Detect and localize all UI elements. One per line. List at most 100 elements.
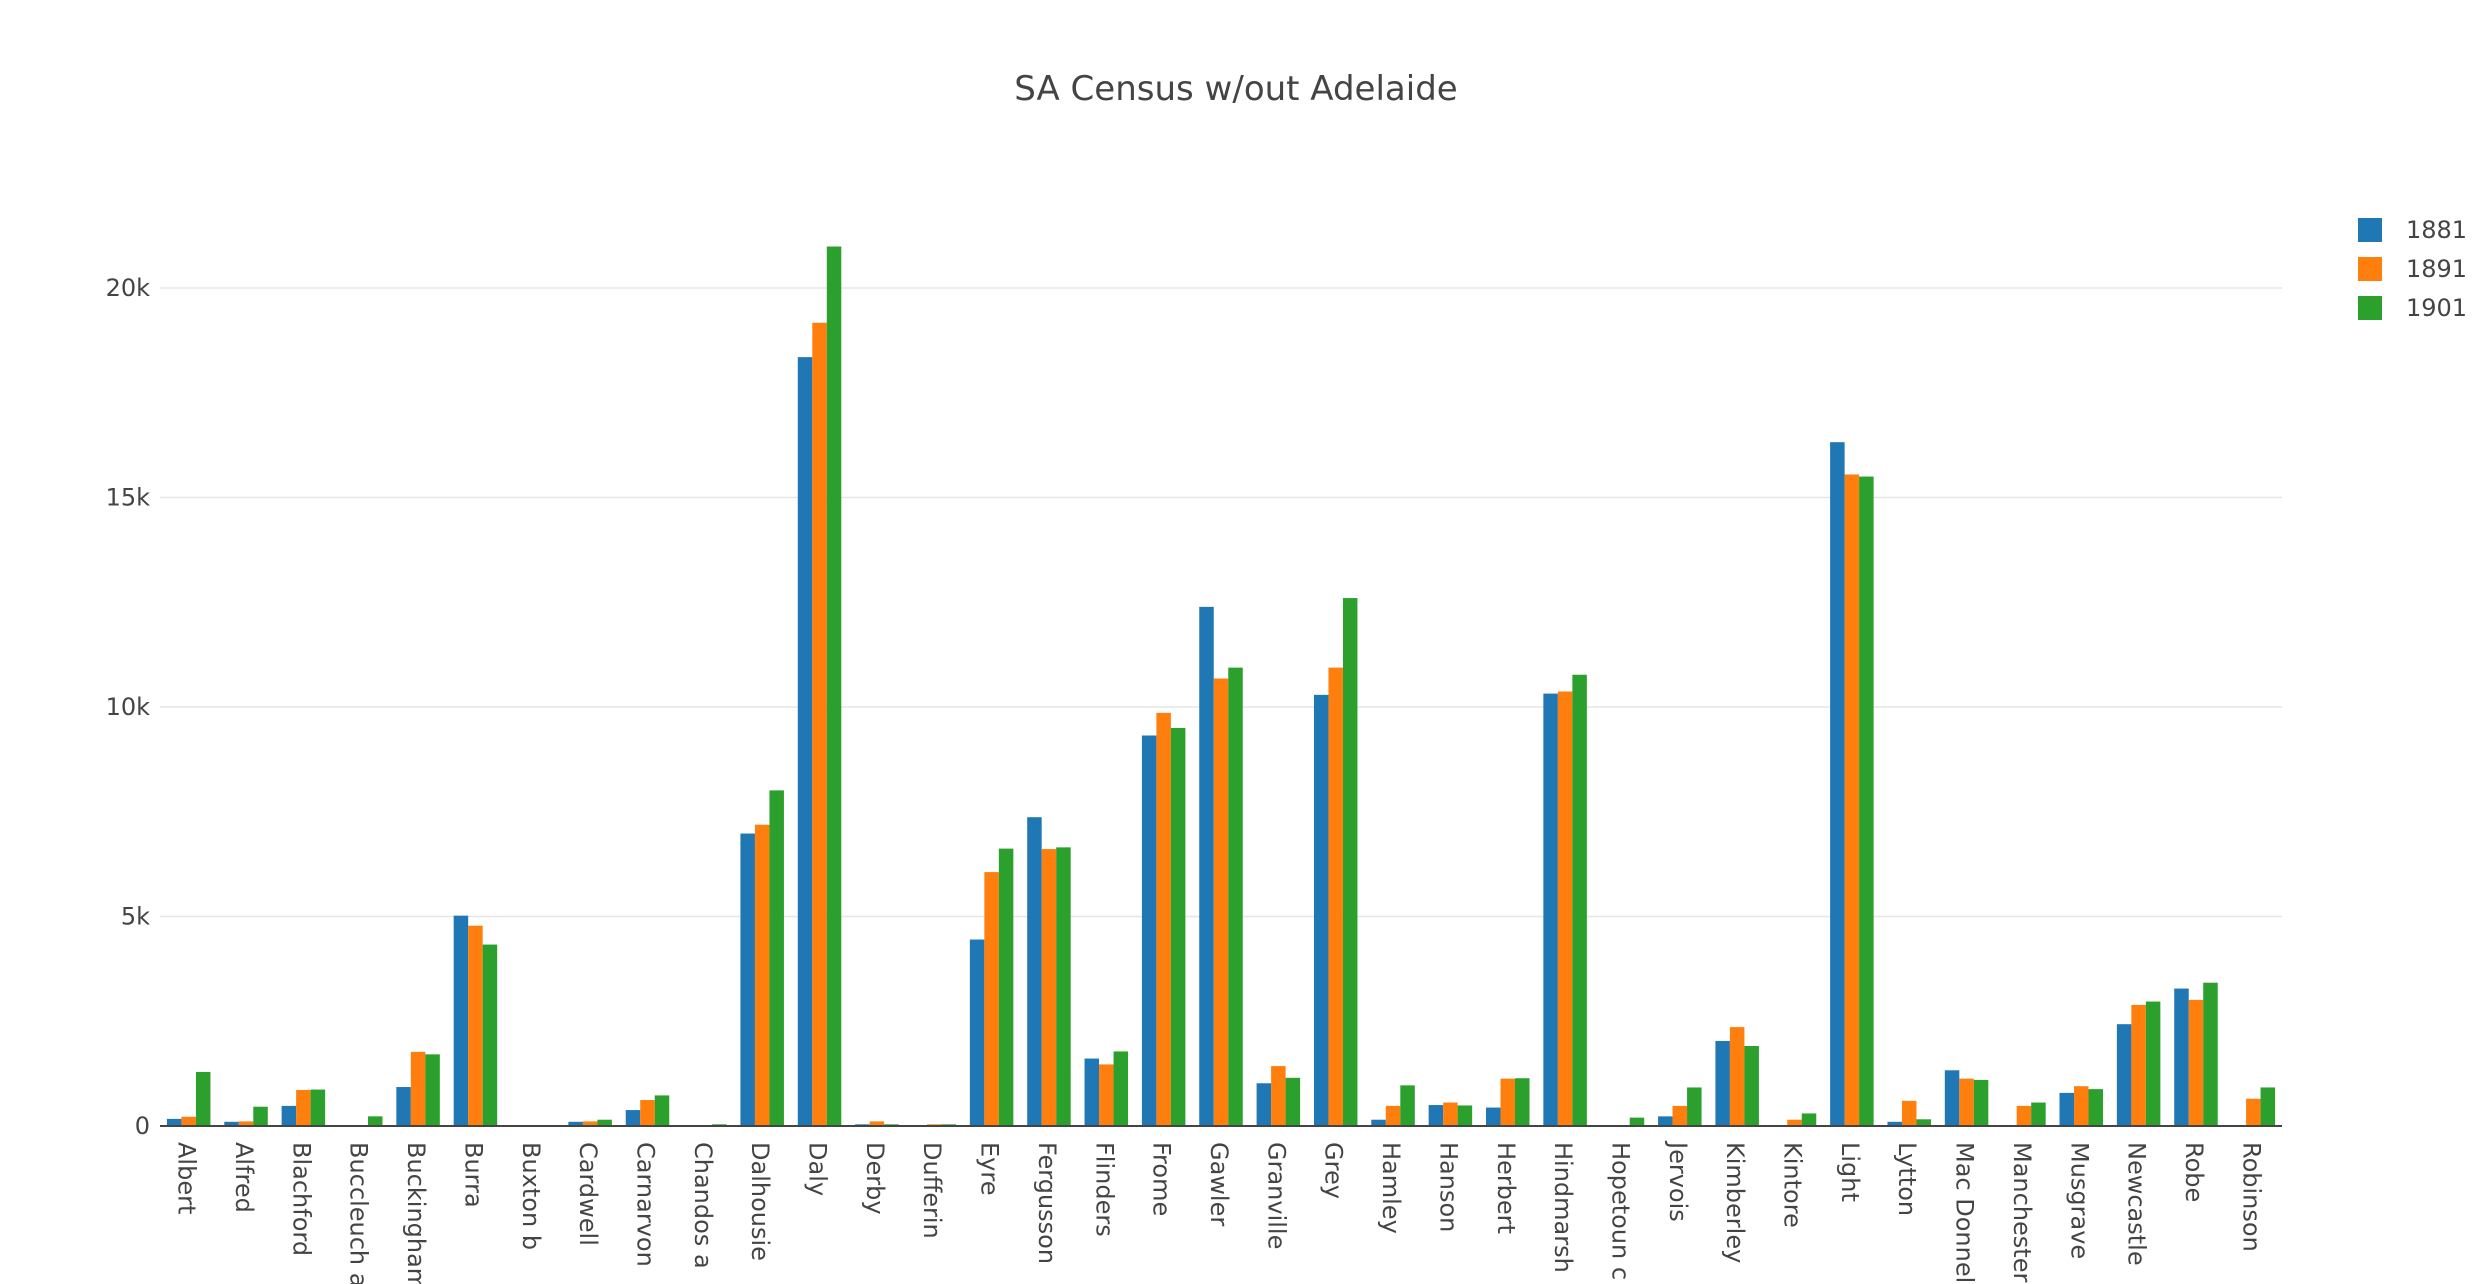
bar-1891-derby[interactable] — [869, 1121, 885, 1126]
legend-label-1901[interactable]: 1901 — [2406, 294, 2467, 322]
bar-1901-mac-donnell[interactable] — [1973, 1079, 1989, 1126]
bar-1881-frome[interactable] — [1141, 735, 1157, 1126]
bar-1891-cardwell[interactable] — [582, 1121, 598, 1126]
bar-1881-robe[interactable] — [2174, 988, 2189, 1126]
bar-1891-jervois[interactable] — [1672, 1105, 1688, 1126]
bar-1891-herbert[interactable] — [1500, 1078, 1516, 1126]
legend-label-1891[interactable]: 1891 — [2406, 255, 2467, 283]
bar-1891-daly[interactable] — [812, 322, 827, 1127]
bar-1891-frome[interactable] — [1156, 712, 1171, 1126]
bar-1881-kimberley[interactable] — [1715, 1040, 1730, 1126]
bar-1891-granville[interactable] — [1271, 1066, 1286, 1126]
bar-1881-mac-donnell[interactable] — [1944, 1070, 1960, 1126]
bar-1881-herbert[interactable] — [1486, 1107, 1501, 1126]
bar-1881-lytton[interactable] — [1887, 1121, 1902, 1126]
bar-1901-manchester[interactable] — [2031, 1102, 2046, 1126]
bar-1891-albert[interactable] — [181, 1116, 196, 1126]
bar-1891-gawler[interactable] — [1213, 678, 1229, 1126]
bar-1881-light[interactable] — [1830, 442, 1845, 1126]
bar-1881-musgrave[interactable] — [2059, 1092, 2075, 1126]
bar-1901-lytton[interactable] — [1916, 1119, 1931, 1126]
bar-1901-eyre[interactable] — [998, 848, 1014, 1126]
bar-1901-fergusson[interactable] — [1056, 847, 1071, 1126]
bar-1881-burra[interactable] — [453, 915, 469, 1126]
bar-1891-hanson[interactable] — [1443, 1102, 1458, 1126]
bar-1881-hindmarsh[interactable] — [1543, 693, 1558, 1126]
bar-1881-alfred[interactable] — [224, 1121, 239, 1126]
bar-1891-blachford[interactable] — [296, 1089, 311, 1126]
bar-1891-flinders[interactable] — [1099, 1064, 1114, 1126]
bar-1891-grey[interactable] — [1328, 667, 1343, 1126]
bar-1881-gawler[interactable] — [1199, 606, 1214, 1126]
bar-1901-robinson[interactable] — [2260, 1087, 2276, 1126]
bar-1891-lytton[interactable] — [1901, 1100, 1917, 1126]
bar-1901-light[interactable] — [1859, 476, 1874, 1126]
bar-1901-jervois[interactable] — [1687, 1087, 1702, 1126]
legend-label-1881[interactable]: 1881 — [2406, 216, 2467, 244]
bar-1891-dalhousie[interactable] — [754, 824, 770, 1126]
bar-1901-musgrave[interactable] — [2088, 1089, 2104, 1126]
bar-1891-kintore[interactable] — [1787, 1119, 1802, 1126]
bar-1891-carnarvon[interactable] — [640, 1100, 655, 1126]
bar-1901-kintore[interactable] — [1801, 1113, 1817, 1126]
bar-1891-hindmarsh[interactable] — [1557, 691, 1573, 1126]
bar-1881-grey[interactable] — [1313, 694, 1329, 1126]
bar-1881-buckingham[interactable] — [396, 1087, 411, 1126]
bar-1881-flinders[interactable] — [1084, 1058, 1100, 1126]
bar-1901-blachford[interactable] — [310, 1089, 326, 1126]
bar-1891-alfred[interactable] — [238, 1121, 254, 1126]
bar-1891-robinson[interactable] — [2246, 1098, 2261, 1126]
bar-1901-grey[interactable] — [1342, 598, 1358, 1126]
bar-1901-newcastle[interactable] — [2145, 1001, 2161, 1126]
bar-1891-eyre[interactable] — [984, 872, 999, 1126]
bar-1891-buckingham[interactable] — [410, 1051, 426, 1126]
bar-1891-manchester[interactable] — [2016, 1105, 2032, 1126]
bar-1891-fergusson[interactable] — [1041, 849, 1057, 1126]
bar-1881-hanson[interactable] — [1428, 1105, 1444, 1126]
bar-1901-hamley[interactable] — [1400, 1085, 1415, 1126]
legend-swatch-1881[interactable] — [2358, 218, 2382, 242]
bar-1901-carnarvon[interactable] — [654, 1095, 670, 1126]
bar-1881-eyre[interactable] — [969, 939, 985, 1126]
legend[interactable]: 1881 1891 1901 — [2358, 216, 2467, 322]
bar-1881-jervois[interactable] — [1658, 1116, 1673, 1126]
bar-1881-blachford[interactable] — [281, 1105, 297, 1126]
bar-1901-daly[interactable] — [826, 246, 842, 1127]
bar-1891-newcastle[interactable] — [2131, 1004, 2146, 1126]
bar-1891-kimberley[interactable] — [1729, 1027, 1745, 1126]
bar-1901-buckingham[interactable] — [425, 1054, 440, 1126]
bar-1891-musgrave[interactable] — [2074, 1086, 2089, 1126]
bar-1901-granville[interactable] — [1285, 1077, 1301, 1126]
bar-1901-kimberley[interactable] — [1744, 1045, 1759, 1126]
bar-1901-alfred[interactable] — [253, 1106, 268, 1126]
bar-1881-fergusson[interactable] — [1027, 817, 1042, 1126]
bar-1881-daly[interactable] — [797, 357, 813, 1126]
bar-1901-hopetoun-c[interactable] — [1629, 1117, 1645, 1126]
legend-swatch-1891[interactable] — [2358, 257, 2382, 281]
bar-1881-carnarvon[interactable] — [625, 1110, 641, 1126]
bar-1891-robe[interactable] — [2188, 999, 2204, 1126]
bar-1901-cardwell[interactable] — [597, 1119, 612, 1126]
legend-swatch-1901[interactable] — [2358, 296, 2382, 320]
bar-1891-light[interactable] — [1844, 474, 1860, 1127]
bar-1891-burra[interactable] — [468, 925, 483, 1126]
bar-1881-granville[interactable] — [1256, 1083, 1272, 1126]
bar-1901-buccleuch-a[interactable] — [367, 1116, 383, 1126]
bar-1881-albert[interactable] — [166, 1118, 182, 1126]
bar-1901-herbert[interactable] — [1515, 1078, 1530, 1126]
bar-1901-albert[interactable] — [195, 1071, 211, 1126]
bar-1891-hamley[interactable] — [1385, 1105, 1401, 1126]
bar-1901-gawler[interactable] — [1228, 667, 1243, 1126]
bar-1901-frome[interactable] — [1170, 727, 1186, 1126]
bar-1901-dalhousie[interactable] — [769, 790, 784, 1126]
bar-1901-flinders[interactable] — [1113, 1051, 1129, 1126]
bar-1901-burra[interactable] — [482, 944, 498, 1126]
bar-1901-hanson[interactable] — [1457, 1105, 1473, 1126]
bar-1881-newcastle[interactable] — [2116, 1024, 2132, 1126]
bar-1901-robe[interactable] — [2203, 982, 2218, 1126]
bar-1901-hindmarsh[interactable] — [1572, 674, 1587, 1126]
bar-1881-dalhousie[interactable] — [740, 833, 755, 1126]
bar-1891-mac-donnell[interactable] — [1959, 1078, 1974, 1126]
bar-1881-cardwell[interactable] — [568, 1121, 583, 1126]
bar-1881-hamley[interactable] — [1371, 1119, 1386, 1126]
